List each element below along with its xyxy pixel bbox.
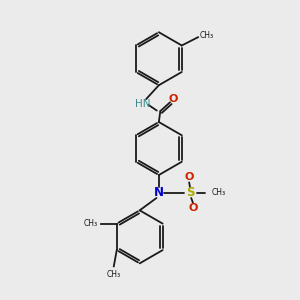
Text: O: O: [184, 172, 194, 182]
Text: O: O: [188, 203, 198, 213]
Text: O: O: [169, 94, 178, 104]
Text: HN: HN: [135, 99, 150, 110]
Text: CH₃: CH₃: [107, 270, 121, 279]
Text: N: N: [154, 186, 164, 199]
Text: CH₃: CH₃: [211, 188, 225, 197]
Text: CH₃: CH₃: [200, 31, 214, 40]
Text: S: S: [186, 186, 195, 199]
Text: CH₃: CH₃: [83, 219, 98, 228]
